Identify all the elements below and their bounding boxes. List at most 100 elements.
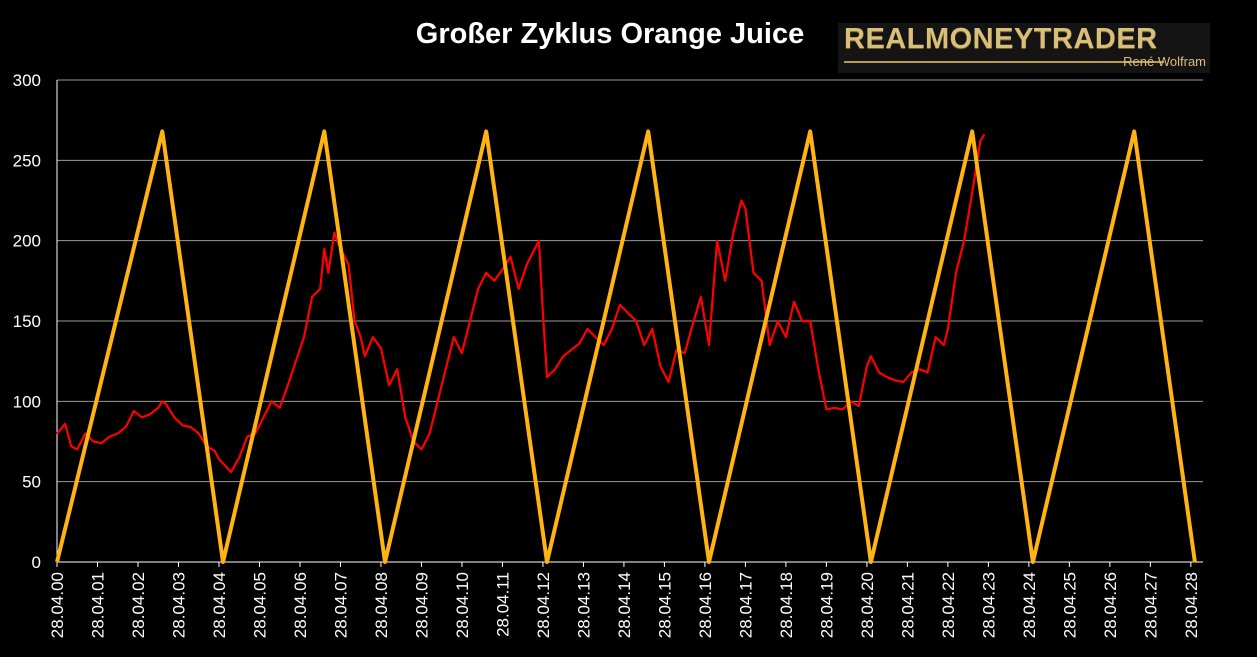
y-tick-label: 300	[13, 71, 41, 90]
y-tick-label: 150	[13, 312, 41, 331]
price-point	[287, 384, 289, 386]
price-point	[761, 280, 763, 282]
price-point	[927, 371, 929, 373]
x-tick-label: 28.04.00	[48, 572, 67, 638]
price-point	[870, 355, 872, 357]
price-point	[971, 191, 973, 193]
x-tick-label: 28.04.23	[979, 572, 998, 638]
price-point	[295, 360, 297, 362]
price-point	[70, 445, 72, 447]
price-point	[793, 301, 795, 303]
price-line	[56, 134, 986, 474]
price-point	[943, 344, 945, 346]
cycle-point	[323, 130, 325, 132]
price-point	[218, 458, 220, 460]
x-tick-label: 28.04.28	[1182, 572, 1201, 638]
x-tick-label: 28.04.06	[291, 572, 310, 638]
price-point	[445, 368, 447, 370]
price-point	[935, 336, 937, 338]
price-point	[230, 471, 232, 473]
price-point	[198, 432, 200, 434]
x-tick-label: 28.04.24	[1020, 572, 1039, 638]
price-point	[659, 365, 661, 367]
x-tick-label: 28.04.08	[372, 572, 391, 638]
price-point	[635, 320, 637, 322]
price-point	[133, 410, 135, 412]
logo-underline	[844, 61, 1164, 63]
price-point	[404, 416, 406, 418]
price-point	[902, 381, 904, 383]
y-tick-label: 100	[13, 392, 41, 411]
cycle-point	[485, 130, 487, 132]
price-point	[161, 400, 163, 402]
price-point	[76, 449, 78, 451]
chart-title: Großer Zyklus Orange Juice	[415, 18, 805, 50]
x-tick-label: 28.04.18	[777, 572, 796, 638]
price-point	[866, 365, 868, 367]
cycle-point	[971, 130, 973, 132]
x-tick-label: 28.04.05	[250, 572, 269, 638]
price-point	[360, 336, 362, 338]
price-point	[627, 312, 629, 314]
logo-subtitle: René Wolfram	[1123, 54, 1206, 69]
price-point	[676, 349, 678, 351]
price-point	[461, 352, 463, 354]
price-point	[801, 320, 803, 322]
x-tick-label: 28.04.25	[1060, 572, 1079, 638]
price-point	[740, 200, 742, 201]
price-point	[101, 442, 103, 444]
price-point	[878, 371, 880, 373]
price-point	[578, 342, 580, 344]
x-tick-label: 28.04.17	[736, 572, 755, 638]
price-point	[716, 240, 718, 242]
axes	[56, 80, 1203, 563]
price-point	[570, 349, 572, 351]
price-point	[190, 426, 192, 428]
price-point	[173, 416, 175, 418]
cycle-point	[161, 130, 163, 132]
price-point	[538, 240, 540, 242]
price-point	[319, 288, 321, 290]
price-point	[910, 371, 912, 373]
price-point	[263, 416, 265, 418]
price-point	[333, 232, 335, 234]
x-tick-label: 28.04.01	[88, 572, 107, 638]
price-point	[117, 432, 119, 434]
price-point	[753, 272, 755, 274]
price-point	[485, 272, 487, 274]
price-point	[323, 248, 325, 250]
price-point	[141, 416, 143, 418]
price-point	[64, 423, 66, 425]
logo-text: REALMONEYTRADER	[844, 23, 1158, 55]
x-tick-label: 28.04.09	[412, 572, 431, 638]
price-point	[56, 432, 58, 434]
price-point	[92, 441, 94, 442]
price-point	[364, 355, 366, 357]
cycle-point	[56, 561, 58, 563]
price-point	[785, 336, 787, 338]
x-tick-label: 28.04.07	[331, 572, 350, 638]
price-point	[84, 432, 86, 434]
price-point	[894, 379, 896, 381]
price-point	[388, 384, 390, 386]
cycle-point	[870, 561, 872, 563]
price-point	[109, 436, 111, 438]
cycle-point	[384, 561, 386, 563]
price-point	[279, 407, 281, 409]
price-point	[157, 407, 159, 409]
price-point	[825, 408, 827, 410]
price-point	[429, 432, 431, 434]
price-point	[380, 347, 382, 349]
x-tick-label: 28.04.02	[129, 572, 148, 638]
price-point	[667, 381, 669, 383]
price-point	[372, 336, 374, 338]
cycle-line	[55, 129, 1197, 564]
price-point	[510, 256, 512, 258]
price-point	[850, 400, 852, 402]
price-point	[354, 320, 356, 322]
price-point	[518, 288, 520, 290]
price-point	[842, 408, 844, 410]
price-point	[477, 288, 479, 290]
x-tick-label: 28.04.12	[534, 572, 553, 638]
